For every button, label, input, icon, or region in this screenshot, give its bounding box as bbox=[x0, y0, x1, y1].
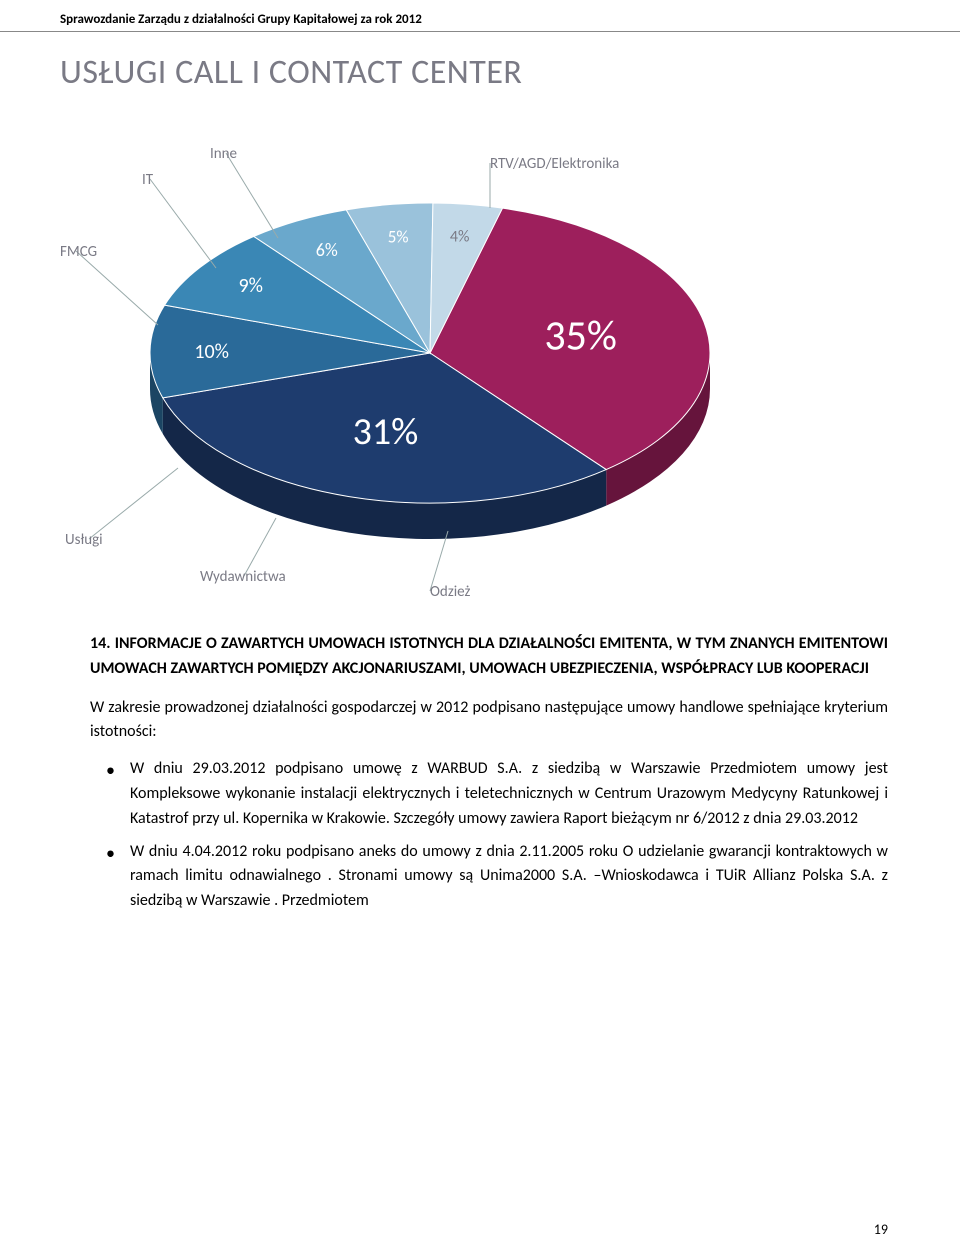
pie-category-label: RTV/AGD/Elektronika bbox=[490, 155, 619, 173]
pie-svg bbox=[60, 123, 820, 603]
pie-category-label: Wydawnictwa bbox=[200, 568, 286, 586]
pie-category-label: Usługi bbox=[65, 531, 103, 549]
pie-leader-line bbox=[430, 531, 448, 591]
chart-title: USŁUGI CALL I CONTACT CENTER bbox=[60, 52, 900, 93]
body-content: 14. INFORMACJE O ZAWARTYCH UMOWACH ISTOT… bbox=[0, 612, 960, 914]
header-text: Sprawozdanie Zarządu z działalności Grup… bbox=[60, 12, 422, 27]
pie-pct-label: 6% bbox=[316, 239, 338, 261]
pie-leader-line bbox=[76, 251, 158, 325]
pie-container: 35%31%10%9%6%5%4%RTV/AGD/ElektronikaOdzi… bbox=[60, 113, 820, 593]
intro-paragraph: W zakresie prowadzonej działalności gosp… bbox=[90, 696, 888, 746]
page-number: 19 bbox=[874, 1221, 888, 1238]
bullet-list: W dniu 29.03.2012 podpisano umowę z WARB… bbox=[90, 757, 888, 914]
section-heading: 14. INFORMACJE O ZAWARTYCH UMOWACH ISTOT… bbox=[90, 632, 888, 682]
page-header: Sprawozdanie Zarządu z działalności Grup… bbox=[0, 0, 960, 32]
pie-category-label: Inne bbox=[210, 145, 237, 163]
pie-leader-line bbox=[150, 179, 216, 268]
pie-pct-label: 5% bbox=[388, 227, 409, 248]
list-item: W dniu 29.03.2012 podpisano umowę z WARB… bbox=[114, 757, 888, 831]
pie-pct-label: 4% bbox=[450, 228, 470, 247]
pie-pct-label: 35% bbox=[544, 310, 617, 361]
pie-category-label: FMCG bbox=[60, 243, 97, 261]
pie-category-label: Odzież bbox=[430, 583, 470, 601]
pie-leader-line bbox=[226, 153, 278, 238]
pie-pct-label: 31% bbox=[353, 409, 419, 455]
list-item: W dniu 4.04.2012 roku podpisano aneks do… bbox=[114, 840, 888, 914]
pie-leader-line bbox=[89, 468, 178, 539]
pie-pct-label: 10% bbox=[194, 340, 229, 364]
pie-pct-label: 9% bbox=[238, 274, 262, 298]
pie-chart-section: USŁUGI CALL I CONTACT CENTER 35% 31% 10% 9%… bbox=[0, 32, 960, 612]
pie-category-label: IT bbox=[142, 171, 153, 189]
